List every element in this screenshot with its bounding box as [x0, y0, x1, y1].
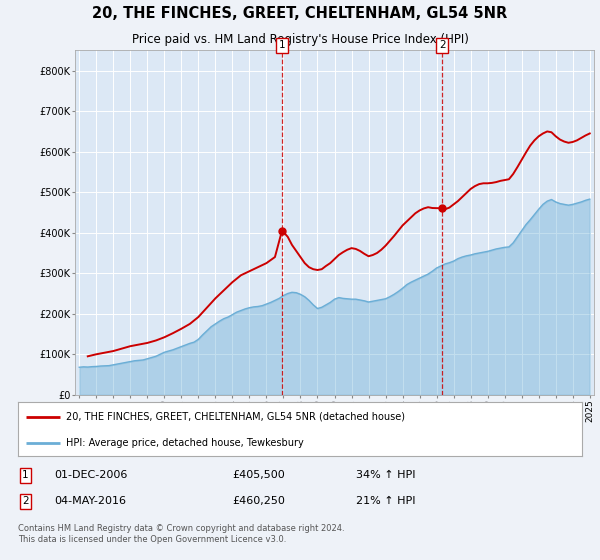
Text: £460,250: £460,250: [232, 496, 285, 506]
Text: Price paid vs. HM Land Registry's House Price Index (HPI): Price paid vs. HM Land Registry's House …: [131, 32, 469, 45]
Text: 1: 1: [279, 40, 286, 50]
Text: Contains HM Land Registry data © Crown copyright and database right 2024.
This d: Contains HM Land Registry data © Crown c…: [18, 524, 344, 544]
Text: 2: 2: [22, 496, 29, 506]
Text: 34% ↑ HPI: 34% ↑ HPI: [356, 470, 416, 480]
Text: 2: 2: [439, 40, 446, 50]
Text: 20, THE FINCHES, GREET, CHELTENHAM, GL54 5NR (detached house): 20, THE FINCHES, GREET, CHELTENHAM, GL54…: [66, 412, 405, 422]
Text: 01-DEC-2006: 01-DEC-2006: [55, 470, 128, 480]
Text: HPI: Average price, detached house, Tewkesbury: HPI: Average price, detached house, Tewk…: [66, 438, 304, 447]
Text: 21% ↑ HPI: 21% ↑ HPI: [356, 496, 416, 506]
Text: 04-MAY-2016: 04-MAY-2016: [55, 496, 127, 506]
Text: 1: 1: [22, 470, 29, 480]
Text: 20, THE FINCHES, GREET, CHELTENHAM, GL54 5NR: 20, THE FINCHES, GREET, CHELTENHAM, GL54…: [92, 6, 508, 21]
Text: £405,500: £405,500: [232, 470, 285, 480]
